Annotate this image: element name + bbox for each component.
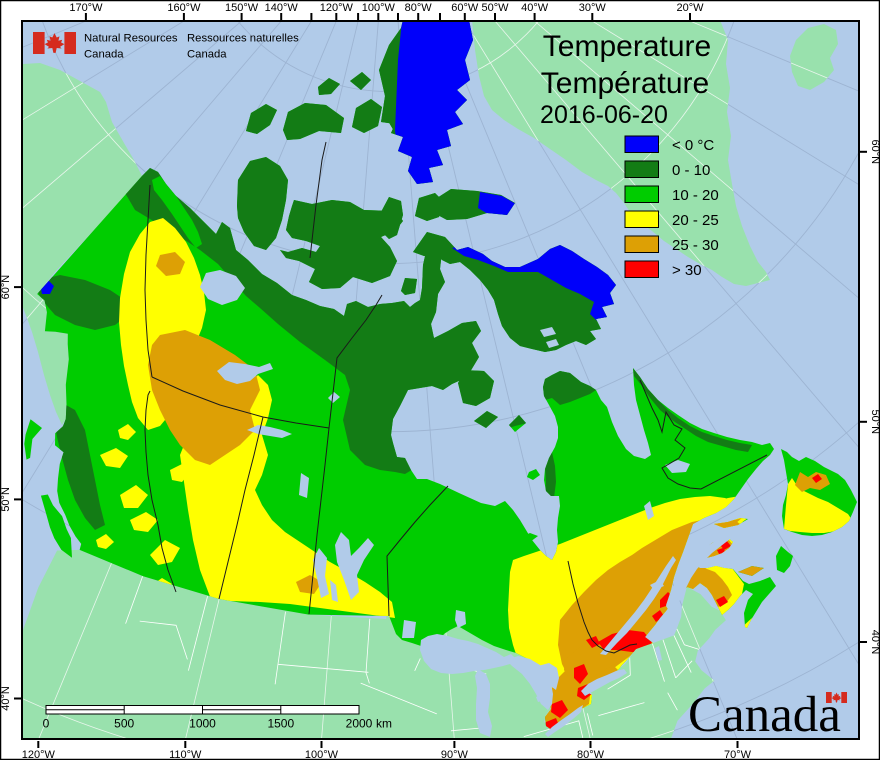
- svg-text:120°W: 120°W: [320, 2, 354, 14]
- svg-text:km: km: [376, 717, 392, 731]
- svg-text:1000: 1000: [189, 717, 216, 731]
- svg-text:> 30: > 30: [672, 262, 702, 279]
- svg-text:80°W: 80°W: [405, 2, 433, 14]
- svg-text:Canada: Canada: [84, 49, 124, 61]
- svg-text:160°W: 160°W: [167, 2, 201, 14]
- svg-text:50°N: 50°N: [869, 410, 880, 435]
- svg-text:Température: Température: [541, 67, 709, 100]
- svg-text:40°N: 40°N: [869, 630, 880, 655]
- svg-text:Canada: Canada: [187, 49, 227, 61]
- svg-text:2016-06-20: 2016-06-20: [540, 101, 668, 129]
- svg-text:50°W: 50°W: [481, 2, 509, 14]
- svg-text:40°N: 40°N: [0, 686, 12, 711]
- svg-text:Temperature: Temperature: [543, 30, 711, 63]
- svg-text:80°W: 80°W: [577, 749, 605, 760]
- svg-text:2000: 2000: [346, 717, 373, 731]
- svg-text:500: 500: [114, 717, 134, 731]
- svg-text:100°W: 100°W: [305, 749, 339, 760]
- svg-text:< 0 °C: < 0 °C: [672, 137, 714, 154]
- svg-text:0: 0: [43, 717, 50, 731]
- svg-text:50°N: 50°N: [0, 487, 12, 512]
- svg-text:20°W: 20°W: [676, 2, 704, 14]
- svg-text:140°W: 140°W: [265, 2, 299, 14]
- svg-text:100°W: 100°W: [362, 2, 396, 14]
- svg-text:110°W: 110°W: [169, 749, 202, 760]
- svg-text:60°N: 60°N: [869, 140, 880, 165]
- svg-text:1500: 1500: [267, 717, 294, 731]
- svg-text:150°W: 150°W: [225, 2, 259, 14]
- svg-text:Ressources naturelles: Ressources naturelles: [187, 33, 299, 45]
- svg-text:25 - 30: 25 - 30: [672, 237, 719, 254]
- svg-text:60°N: 60°N: [0, 275, 12, 300]
- svg-text:70°W: 70°W: [724, 749, 752, 760]
- svg-text:60°W: 60°W: [451, 2, 479, 14]
- svg-text:0 - 10: 0 - 10: [672, 162, 710, 179]
- svg-text:30°W: 30°W: [579, 2, 607, 14]
- svg-text:Natural Resources: Natural Resources: [84, 33, 178, 45]
- svg-text:Canada: Canada: [688, 687, 841, 743]
- svg-text:40°W: 40°W: [521, 2, 549, 14]
- svg-text:170°W: 170°W: [69, 2, 103, 14]
- svg-text:90°W: 90°W: [441, 749, 469, 760]
- svg-text:10 - 20: 10 - 20: [672, 187, 719, 204]
- svg-text:120°W: 120°W: [22, 749, 56, 760]
- svg-text:20 - 25: 20 - 25: [672, 212, 719, 229]
